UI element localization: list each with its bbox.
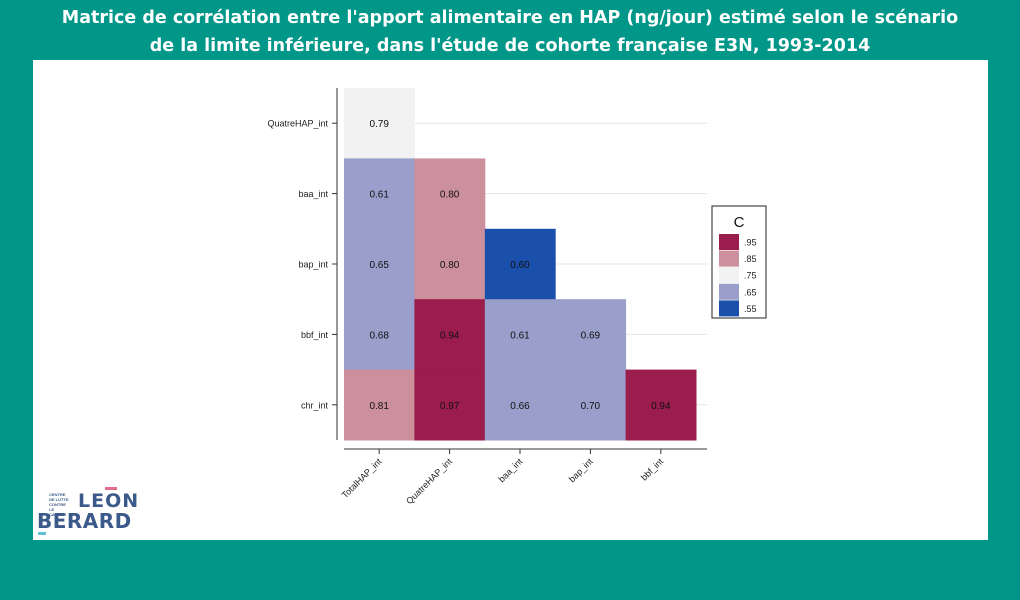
cell-bap_int-baa_int — [484, 228, 556, 300]
cell-bap_int-QuatreHAP_int — [414, 228, 486, 300]
logo-accent-bar-blue — [38, 532, 46, 535]
cell-chr_int-baa_int — [484, 369, 556, 441]
cell-label-bap_int-baa_int: 0.60 — [510, 260, 530, 271]
cell-label-baa_int-TotalHAP_int: 0.61 — [369, 190, 389, 201]
x-tick-label-baa_int: baa_int — [496, 456, 524, 484]
logo-line-1: LEON — [78, 490, 140, 512]
logo-small-text: CENTRE DE LUTTE CONTRE LE CANCER — [49, 492, 69, 517]
cell-label-bbf_int-TotalHAP_int: 0.68 — [369, 330, 389, 341]
cell-label-chr_int-baa_int: 0.66 — [510, 401, 530, 412]
x-tick-label-bap_int: bap_int — [567, 456, 595, 484]
cell-label-bbf_int-bap_int: 0.69 — [581, 330, 601, 341]
logo-accent-bar-pink — [105, 487, 117, 490]
cell-label-bap_int-TotalHAP_int: 0.65 — [369, 260, 389, 271]
cell-chr_int-bbf_int — [625, 369, 697, 441]
cell-label-chr_int-TotalHAP_int: 0.81 — [369, 401, 389, 412]
legend-swatch-65 — [719, 283, 739, 300]
cell-label-chr_int-bap_int: 0.70 — [581, 401, 601, 412]
cell-chr_int-bap_int — [555, 369, 627, 441]
y-tick-label-QuatreHAP_int: QuatreHAP_int — [267, 119, 328, 129]
cell-label-bap_int-QuatreHAP_int: 0.80 — [440, 260, 460, 271]
cell-label-baa_int-QuatreHAP_int: 0.80 — [440, 190, 460, 201]
cell-QuatreHAP_int-TotalHAP_int — [344, 88, 415, 159]
cell-label-bbf_int-QuatreHAP_int: 0.94 — [440, 330, 460, 341]
legend-label-75: .75 — [744, 271, 757, 281]
cell-bap_int-TotalHAP_int — [344, 228, 415, 300]
legend-label-55: .55 — [744, 304, 757, 314]
cell-bbf_int-TotalHAP_int — [344, 299, 415, 371]
legend-label-95: .95 — [744, 238, 757, 248]
legend-title: C — [734, 214, 745, 231]
cell-chr_int-QuatreHAP_int — [414, 369, 486, 441]
legend-label-85: .85 — [744, 254, 757, 264]
x-tick-label-QuatreHAP_int: QuatreHAP_int — [404, 456, 454, 506]
y-tick-label-bap_int: bap_int — [298, 260, 328, 270]
title-line-1: Matrice de corrélation entre l'apport al… — [61, 8, 959, 28]
cell-chr_int-TotalHAP_int — [344, 369, 415, 441]
cell-bbf_int-QuatreHAP_int — [414, 299, 486, 371]
cell-label-QuatreHAP_int-TotalHAP_int: 0.79 — [369, 119, 389, 130]
logo-line-2: BERARD — [37, 509, 132, 533]
title-line-2: de la limite inférieure, dans l'étude de… — [149, 36, 871, 56]
cell-bbf_int-baa_int — [484, 299, 556, 371]
cell-label-chr_int-bbf_int: 0.94 — [651, 401, 671, 412]
legend-swatch-95 — [719, 234, 739, 250]
centre-leon-berard-logo: CENTRE DE LUTTE CONTRE LE CANCER LEON BE… — [37, 487, 138, 538]
y-tick-label-bbf_int: bbf_int — [301, 330, 329, 340]
chart-title: Matrice de corrélation entre l'apport al… — [0, 4, 1020, 60]
legend-swatch-85 — [719, 250, 739, 267]
legend-swatch-75 — [719, 267, 739, 284]
y-tick-label-baa_int: baa_int — [298, 189, 328, 199]
cell-label-chr_int-QuatreHAP_int: 0.97 — [440, 401, 460, 412]
x-tick-label-TotalHAP_int: TotalHAP_int — [340, 456, 384, 500]
cell-bbf_int-bap_int — [555, 299, 627, 371]
cell-label-bbf_int-baa_int: 0.61 — [510, 330, 530, 341]
x-tick-label-bbf_int: bbf_int — [639, 456, 666, 483]
cell-baa_int-QuatreHAP_int — [414, 158, 486, 230]
legend-label-65: .65 — [744, 287, 757, 297]
legend-swatch-55 — [719, 300, 739, 317]
cell-baa_int-TotalHAP_int — [344, 158, 415, 230]
y-tick-label-chr_int: chr_int — [301, 400, 329, 410]
